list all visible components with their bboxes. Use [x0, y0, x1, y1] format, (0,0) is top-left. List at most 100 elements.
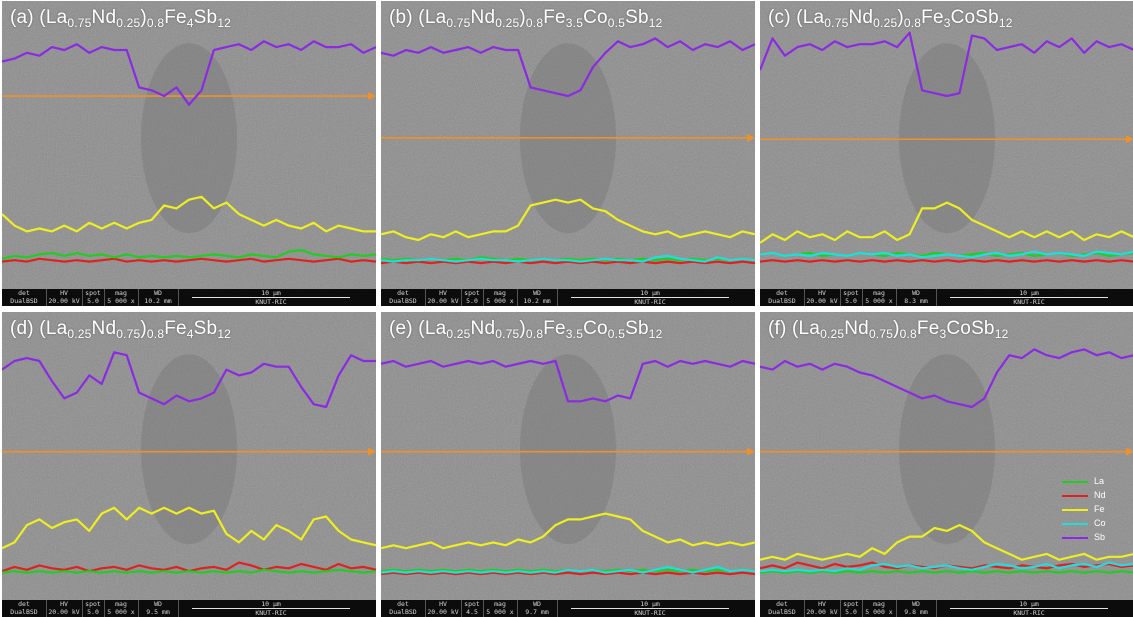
databar-spot: spot 5.0	[840, 600, 863, 617]
databar-org: KNUT-RIC	[1013, 298, 1045, 306]
legend-swatch	[1062, 523, 1088, 525]
title-part-4: Sb	[625, 7, 649, 28]
scale-bar: 10 μm KNUT-RIC	[182, 600, 360, 617]
databar-spot: spot 4.5	[461, 600, 484, 617]
sem-panel-d: (d) (La0.25Nd0.75)0.8Fe4Sb12 det DualBSD HV…	[2, 312, 376, 617]
sem-micrograph	[760, 312, 1133, 600]
databar-mag-label: mag	[873, 600, 885, 608]
databar-hv: HV 20.00 kV	[46, 600, 83, 617]
databar-hv-label: HV	[818, 289, 826, 297]
scan-arrow-head	[368, 447, 376, 456]
title-part-0: Fe	[916, 318, 940, 339]
scale-bar-label: 10 μm	[640, 289, 660, 297]
databar-wd: WD 10.2 mm	[138, 289, 179, 306]
databar-det-label: det	[18, 600, 30, 608]
title-prefix: (a) (La	[10, 7, 68, 28]
trace-sb	[760, 348, 1133, 409]
title-nd: Nd	[470, 7, 496, 28]
scale-bar-line	[192, 297, 350, 298]
title-part-1: 4	[186, 327, 194, 341]
title-sub-filling: 0.8	[146, 327, 165, 341]
title-sub-nd: 0.75	[116, 327, 141, 341]
panel-title: (e) (La0.25Nd0.75)0.8Fe3.5Co0.5Sb12	[389, 318, 662, 341]
sem-micrograph	[2, 312, 376, 600]
trace-sb	[2, 351, 376, 409]
databar-mag: mag 5 000 x	[104, 600, 139, 617]
databar-wd-value: 10.2 mm	[523, 297, 551, 305]
databar-det-label: det	[776, 600, 788, 608]
line-scan-overlay	[2, 40, 376, 263]
databar-mag-value: 5 000 x	[865, 297, 893, 305]
legend-swatch	[1062, 509, 1088, 511]
trace-sb	[760, 31, 1133, 98]
sem-databar: det DualBSD HV 20.00 kV spot 5.0 mag 5 000 x WD 1…	[2, 289, 376, 306]
line-scan-overlay	[381, 37, 755, 265]
legend-item-co: Co	[1062, 517, 1124, 531]
title-prefix: (c) (La	[768, 7, 825, 28]
title-sub-la: 0.75	[824, 16, 849, 30]
title-nd: Nd	[91, 7, 117, 28]
title-part-1: 3	[943, 16, 951, 30]
trace-fe	[381, 512, 755, 550]
sem-databar: det DualBSD HV 20.00 kV spot 4.5 mag 5 000 x WD 9…	[381, 600, 755, 617]
legend-label: Fe	[1094, 504, 1105, 514]
databar-mag-label: mag	[115, 289, 127, 297]
databar-hv: HV 20.00 kV	[46, 289, 83, 306]
sem-micrograph	[381, 1, 755, 289]
scale-bar-label: 10 μm	[1019, 289, 1039, 297]
databar-hv: HV 20.00 kV	[804, 600, 841, 617]
sem-panel-e: (e) (La0.25Nd0.75)0.8Fe3.5Co0.5Sb12 det Du…	[381, 312, 755, 617]
title-nd: Nd	[848, 7, 874, 28]
databar-hv-value: 20.00 kV	[48, 297, 80, 305]
databar-org: KNUT-RIC	[634, 298, 666, 306]
title-sub-nd: 0.25	[873, 16, 898, 30]
title-nd: Nd	[470, 318, 496, 339]
line-scan-overlay	[381, 359, 755, 576]
databar-hv-value: 20.00 kV	[427, 608, 459, 616]
scale-bar-label: 10 μm	[1019, 600, 1039, 608]
scan-arrow-head	[368, 92, 376, 101]
databar-mag: mag 5 000 x	[483, 289, 518, 306]
databar-spot: spot 5.0	[840, 289, 863, 306]
title-part-0: Fe	[921, 7, 944, 28]
scale-bar-line	[571, 608, 729, 609]
scale-bar: 10 μm KNUT-RIC	[182, 289, 360, 306]
databar-wd-value: 9.8 mm	[904, 608, 928, 616]
databar-wd-label: WD	[912, 289, 920, 297]
trace-co	[381, 565, 755, 574]
databar-spot-label: spot	[843, 600, 859, 608]
title-part-3: 12	[217, 16, 232, 30]
trace-co	[760, 250, 1133, 259]
title-part-3: 12	[994, 327, 1009, 341]
scale-bar: 10 μm KNUT-RIC	[940, 600, 1118, 617]
title-part-0: Fe	[543, 7, 566, 28]
panel-title: (f) (La0.25Nd0.75)0.8Fe3CoSb12	[768, 318, 1008, 341]
databar-mag: mag 5 000 x	[862, 600, 897, 617]
legend-label: Co	[1094, 518, 1106, 528]
databar-wd-value: 8.3 mm	[904, 297, 928, 305]
legend-item-la: La	[1062, 475, 1124, 489]
sem-micrograph	[381, 312, 755, 600]
trace-sb	[2, 40, 376, 106]
title-sub-la: 0.75	[446, 16, 471, 30]
panel-title: (a) (La0.75Nd0.25)0.8Fe4Sb12	[10, 7, 231, 30]
databar-mag: mag 5 000 x	[483, 600, 518, 617]
scale-bar-line	[950, 297, 1108, 298]
title-paren: )	[893, 318, 900, 339]
databar-org: KNUT-RIC	[255, 609, 287, 617]
sem-databar: det DualBSD HV 20.00 kV spot 5.0 mag 5 000 x WD 9…	[760, 600, 1133, 617]
sem-databar: det DualBSD HV 20.00 kV spot 5.0 mag 5 000 x WD 9…	[2, 600, 376, 617]
scale-bar-label: 10 μm	[261, 289, 281, 297]
sem-databar: det DualBSD HV 20.00 kV spot 5.0 mag 5 000 x WD 8…	[760, 289, 1133, 306]
databar-det: det DualBSD	[381, 289, 426, 306]
databar-det-value: DualBSD	[10, 297, 38, 305]
databar-wd-value: 9.5 mm	[146, 608, 170, 616]
databar-wd-label: WD	[533, 600, 541, 608]
element-legend: La Nd Fe Co Sb	[1062, 475, 1124, 545]
title-part-3: 0.5	[607, 16, 626, 30]
scale-bar: 10 μm KNUT-RIC	[561, 289, 739, 306]
sem-panel-c: (c) (La0.75Nd0.25)0.8Fe3CoSb12 det DualBSD…	[760, 1, 1133, 306]
trace-sb	[381, 37, 755, 98]
legend-swatch	[1062, 481, 1088, 483]
panel-title: (b) (La0.75Nd0.25)0.8Fe3.5Co0.5Sb12	[389, 7, 662, 30]
